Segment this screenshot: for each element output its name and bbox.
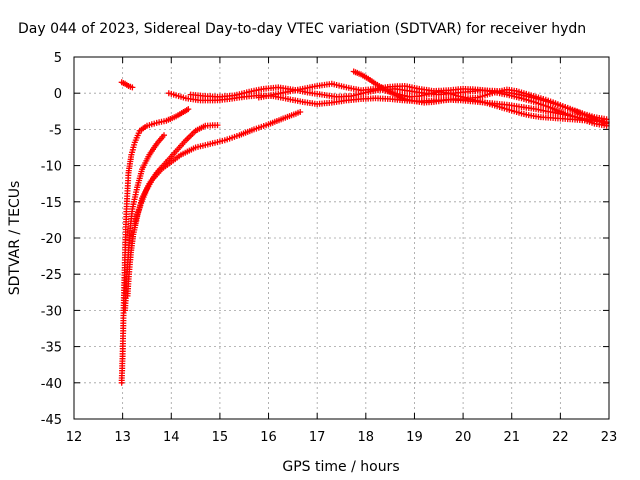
y-tick-label: -10 bbox=[41, 160, 62, 175]
data-point bbox=[297, 109, 304, 115]
x-tick-label: 19 bbox=[406, 430, 423, 445]
x-tick-label: 17 bbox=[309, 430, 326, 445]
data-point bbox=[185, 106, 192, 113]
y-tick-label: -5 bbox=[49, 123, 62, 138]
x-tick-label: 18 bbox=[358, 430, 375, 445]
x-tick-label: 13 bbox=[114, 430, 131, 445]
y-tick-label: 5 bbox=[54, 51, 62, 66]
x-tick-label: 16 bbox=[260, 430, 277, 445]
y-tick-label: 0 bbox=[54, 87, 62, 102]
chart-title: Day 044 of 2023, Sidereal Day-to-day VTE… bbox=[18, 21, 586, 37]
y-tick-label: -35 bbox=[41, 341, 62, 356]
y-tick-label: -45 bbox=[41, 413, 62, 428]
x-tick-label: 22 bbox=[552, 430, 569, 445]
y-axis-label: SDTVAR / TECUs bbox=[7, 181, 23, 296]
x-axis-label: GPS time / hours bbox=[282, 459, 399, 475]
x-tick-label: 20 bbox=[455, 430, 472, 445]
data-points bbox=[118, 68, 610, 386]
x-tick-label: 23 bbox=[601, 430, 618, 445]
y-tick-label: -30 bbox=[41, 304, 62, 319]
x-tick-label: 15 bbox=[212, 430, 229, 445]
x-tick-label: 21 bbox=[503, 430, 520, 445]
y-tick-label: -20 bbox=[41, 232, 62, 247]
x-tick-label: 12 bbox=[66, 430, 83, 445]
y-tick-label: -25 bbox=[41, 268, 62, 283]
series-arc-1 bbox=[118, 106, 192, 386]
grid-lines bbox=[74, 57, 609, 419]
axis-ticks: 12 13 14 15 16 17 18 19 20 21 22 23 5 0 -5 -10 -15 -20 -25… bbox=[41, 51, 618, 445]
y-tick-label: -40 bbox=[41, 377, 62, 392]
x-tick-label: 14 bbox=[163, 430, 180, 445]
y-tick-label: -15 bbox=[41, 196, 62, 211]
data-point bbox=[161, 132, 167, 139]
plot-frame bbox=[73, 56, 610, 420]
series-arc-5 bbox=[118, 79, 136, 91]
series-arc-4 bbox=[131, 109, 304, 227]
data-point bbox=[214, 122, 221, 129]
data-point bbox=[129, 84, 136, 91]
series-arc-10 bbox=[367, 86, 610, 123]
